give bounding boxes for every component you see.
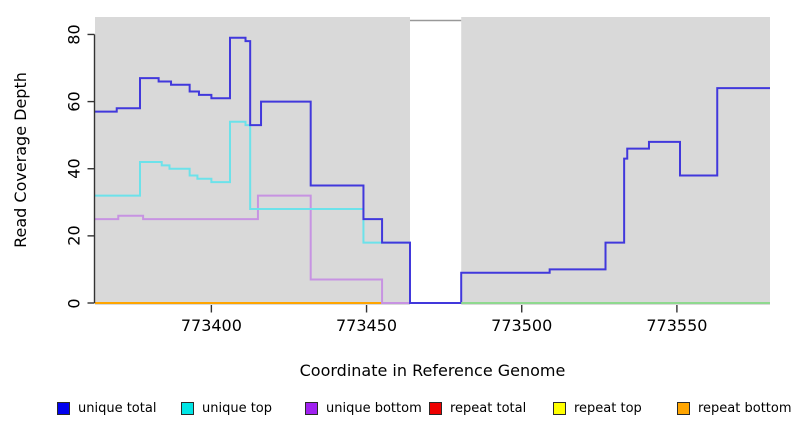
legend-swatch-icon [677,401,690,415]
x-tick-label: 773400 [180,316,242,335]
x-axis-title: Coordinate in Reference Genome [299,361,566,380]
legend-swatch-icon [429,401,442,415]
legend-item-repeat-total: repeat total [429,400,526,416]
x-tick-label: 773500 [491,316,553,335]
legend-label: repeat top [574,400,642,416]
legend-swatch-icon [305,401,318,415]
y-tick-label: 20 [64,225,84,247]
series-unique-total [95,36,770,304]
legend-swatch-icon [553,401,566,415]
x-tick-label: 773450 [336,316,398,335]
legend-item-unique-total: unique total [57,400,156,416]
legend-item-repeat-top: repeat top [553,400,642,416]
y-tick-label: 80 [64,24,84,45]
legend-label: repeat total [450,400,527,416]
legend-item-repeat-bottom: repeat bottom [677,400,792,416]
legend-label: repeat bottom [698,400,792,416]
y-tick-label: 40 [64,158,84,179]
x-tick-label: 773550 [646,316,708,335]
legend-label: unique top [202,400,273,416]
legend: unique total unique top unique bottom repea… [0,400,792,418]
legend-swatch-icon [57,401,70,415]
legend-label: unique bottom [326,400,422,416]
legend-item-unique-bottom: unique bottom [305,400,422,416]
legend-swatch-icon [181,401,194,415]
series-unique-bottom [95,194,770,304]
y-axis-title: Read Coverage Depth [11,72,30,248]
legend-item-unique-top: unique top [181,400,272,416]
legend-label: unique total [78,400,157,416]
coverage-gap-band [410,17,462,305]
y-tick-label: 0 [64,297,84,309]
y-tick-label: 60 [64,91,84,112]
